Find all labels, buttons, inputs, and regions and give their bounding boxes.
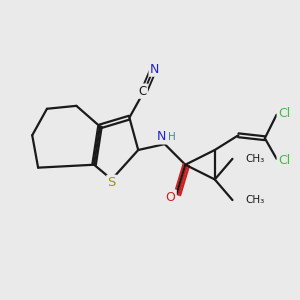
Text: Cl: Cl	[278, 107, 290, 120]
Text: H: H	[168, 132, 176, 142]
Text: Cl: Cl	[278, 154, 290, 167]
Text: N: N	[150, 62, 159, 76]
Text: N: N	[157, 130, 167, 143]
Text: CH₃: CH₃	[246, 154, 265, 164]
Text: S: S	[107, 176, 116, 189]
Text: O: O	[166, 190, 176, 204]
Text: C: C	[139, 85, 147, 98]
Text: CH₃: CH₃	[246, 195, 265, 205]
